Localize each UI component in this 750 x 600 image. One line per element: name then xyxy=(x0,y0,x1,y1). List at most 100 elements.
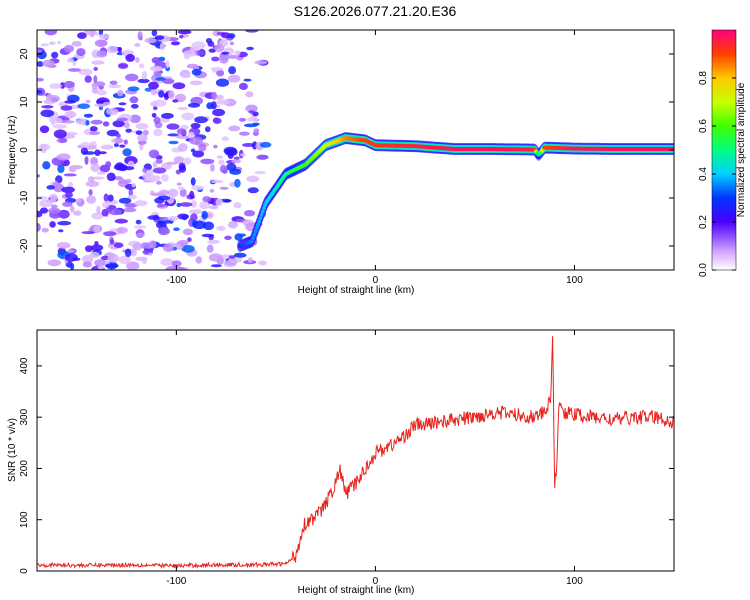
noise-blob xyxy=(117,89,124,97)
noise-blob xyxy=(104,263,119,269)
noise-blob xyxy=(212,108,226,117)
ridge-core xyxy=(258,216,263,221)
noise-blob xyxy=(151,113,157,118)
noise-blob xyxy=(187,102,201,108)
noise-blob xyxy=(168,140,179,145)
noise-blob xyxy=(201,233,215,238)
noise-blob xyxy=(37,174,40,178)
noise-blob xyxy=(258,260,267,266)
noise-blob xyxy=(40,43,50,47)
noise-blob xyxy=(91,212,104,220)
x-tick-label: -100 xyxy=(166,275,186,286)
noise-blob xyxy=(161,174,169,182)
noise-blob xyxy=(114,137,123,144)
noise-blob xyxy=(98,30,104,36)
noise-blob xyxy=(67,57,74,63)
noise-blob xyxy=(125,73,139,82)
noise-blob xyxy=(89,131,101,136)
ridge-core xyxy=(259,212,264,217)
noise-blob xyxy=(103,193,109,202)
noise-blob xyxy=(187,131,195,137)
noise-blob xyxy=(40,207,48,214)
noise-blob xyxy=(215,78,230,87)
noise-blob xyxy=(173,227,180,231)
noise-blob xyxy=(64,131,78,136)
noise-blob xyxy=(117,63,129,69)
noise-blob xyxy=(171,260,182,267)
noise-blob xyxy=(52,124,67,129)
noise-blob xyxy=(165,161,179,165)
noise-blob xyxy=(141,242,149,249)
noise-blob xyxy=(158,90,165,98)
noise-blob xyxy=(153,70,162,77)
noise-blob xyxy=(243,78,252,82)
noise-blob xyxy=(177,239,189,246)
noise-blob xyxy=(155,180,162,185)
noise-blob xyxy=(40,109,55,118)
noise-blob xyxy=(90,244,104,251)
noise-blob xyxy=(178,165,187,173)
noise-blob xyxy=(201,210,208,220)
noise-blob xyxy=(93,103,107,107)
noise-blob xyxy=(64,253,78,262)
noise-blob xyxy=(114,162,125,171)
colorbar-gradient xyxy=(711,29,737,271)
noise-blob xyxy=(223,260,237,268)
noise-blob xyxy=(102,121,110,127)
noise-blob xyxy=(210,264,222,268)
ridge-core xyxy=(253,229,258,234)
ridge-core xyxy=(254,226,259,230)
noise-blob xyxy=(177,106,189,111)
noise-blob xyxy=(118,255,131,264)
noise-blob xyxy=(195,256,203,264)
noise-blob xyxy=(96,205,101,215)
noise-blob xyxy=(150,192,165,197)
noise-blob xyxy=(224,235,232,240)
noise-blob xyxy=(141,71,148,80)
noise-blob xyxy=(254,60,268,65)
noise-blob xyxy=(162,78,175,85)
noise-blob xyxy=(67,249,75,253)
noise-blob xyxy=(49,83,62,89)
noise-blob xyxy=(151,57,161,64)
noise-blob xyxy=(49,221,56,228)
noise-blob xyxy=(61,186,75,193)
noise-blob xyxy=(117,179,129,188)
noise-blob xyxy=(81,141,90,148)
noise-blob xyxy=(206,244,214,253)
noise-blob xyxy=(67,68,82,72)
noise-blob xyxy=(227,74,241,83)
noise-blob xyxy=(116,226,128,234)
noise-blob xyxy=(256,154,269,160)
noise-blob xyxy=(246,46,254,51)
noise-blob xyxy=(213,144,218,149)
noise-blob xyxy=(37,61,44,67)
noise-blob xyxy=(215,198,223,207)
noise-blob xyxy=(44,30,57,36)
noise-blob xyxy=(191,68,202,76)
noise-blob xyxy=(157,203,166,208)
noise-blob xyxy=(144,37,157,44)
noise-blob xyxy=(161,112,174,119)
noise-blob xyxy=(228,66,237,75)
noise-blob xyxy=(124,207,137,213)
noise-blob xyxy=(221,51,230,55)
noise-blob xyxy=(94,259,106,267)
ridge-core xyxy=(250,239,254,244)
noise-blob xyxy=(125,128,132,133)
noise-blob xyxy=(116,133,121,139)
noise-blob xyxy=(62,201,73,207)
noise-blob xyxy=(135,256,148,262)
noise-blob xyxy=(82,255,94,264)
noise-blob xyxy=(124,156,138,165)
noise-blob xyxy=(233,202,242,209)
noise-blob xyxy=(68,166,77,173)
noise-blob xyxy=(259,141,272,148)
noise-blob xyxy=(206,102,214,110)
noise-blob xyxy=(86,195,97,204)
noise-blob xyxy=(81,231,95,235)
x-tick-label: 0 xyxy=(373,275,379,286)
noise-blob xyxy=(137,134,148,142)
noise-blob xyxy=(137,31,143,40)
